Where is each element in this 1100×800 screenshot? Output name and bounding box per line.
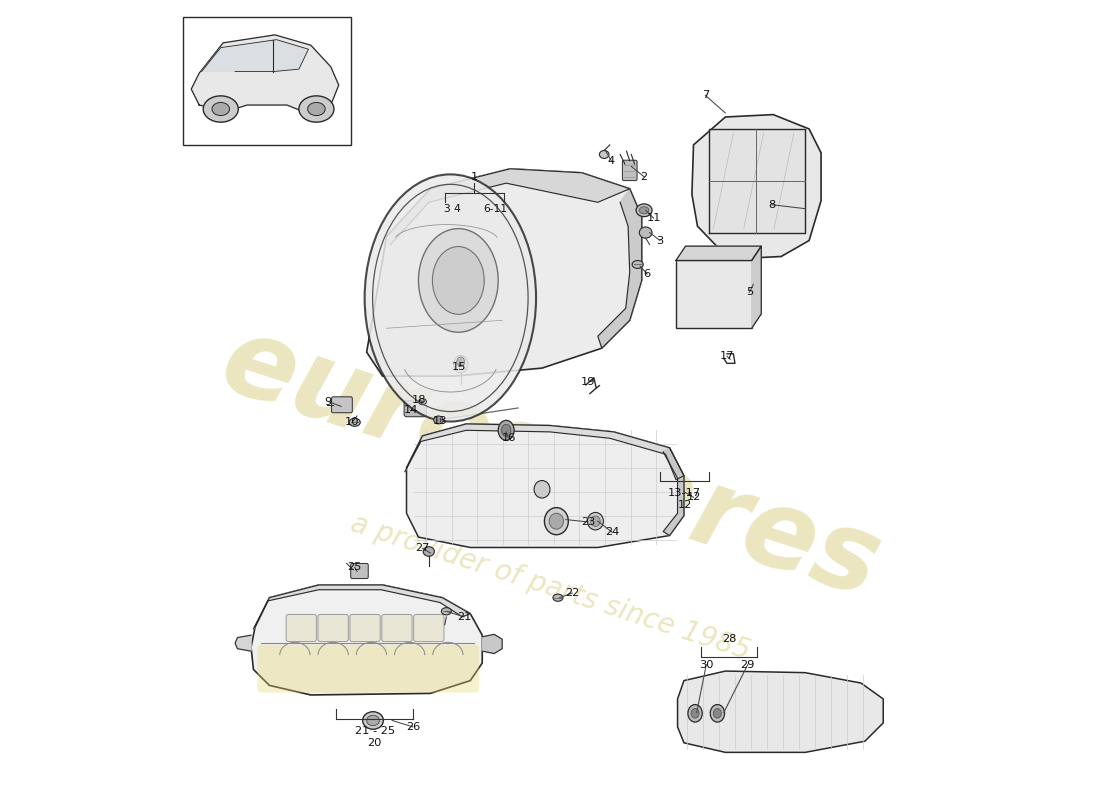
Ellipse shape <box>553 594 563 602</box>
Ellipse shape <box>418 398 427 405</box>
Ellipse shape <box>366 715 379 726</box>
Ellipse shape <box>549 514 563 529</box>
Ellipse shape <box>441 608 451 615</box>
FancyBboxPatch shape <box>331 397 352 413</box>
Polygon shape <box>407 424 684 547</box>
Ellipse shape <box>639 227 652 238</box>
Ellipse shape <box>688 705 702 722</box>
Ellipse shape <box>535 481 550 498</box>
Text: 24: 24 <box>605 527 619 538</box>
Text: 12: 12 <box>678 500 692 510</box>
Text: a provider of parts since 1985: a provider of parts since 1985 <box>346 510 754 666</box>
Text: 19: 19 <box>581 378 595 387</box>
Text: eurospares: eurospares <box>208 307 892 620</box>
Text: 26: 26 <box>406 722 420 732</box>
Ellipse shape <box>299 96 334 122</box>
Polygon shape <box>366 169 641 376</box>
Text: 13-17: 13-17 <box>668 488 702 498</box>
Ellipse shape <box>432 246 484 314</box>
Text: 12: 12 <box>686 492 701 502</box>
Text: 7: 7 <box>702 90 710 101</box>
Text: 13: 13 <box>432 416 448 426</box>
Text: 23: 23 <box>581 517 595 527</box>
Polygon shape <box>597 189 641 348</box>
Text: 4: 4 <box>608 156 615 166</box>
Polygon shape <box>751 246 761 328</box>
Text: 2: 2 <box>640 172 648 182</box>
Polygon shape <box>201 40 308 71</box>
Ellipse shape <box>591 516 601 526</box>
Polygon shape <box>663 448 684 535</box>
Text: 3 4: 3 4 <box>444 204 461 214</box>
Text: 28: 28 <box>723 634 737 644</box>
Ellipse shape <box>632 261 644 269</box>
Ellipse shape <box>308 102 326 115</box>
Polygon shape <box>386 169 629 245</box>
Text: 14: 14 <box>404 405 418 414</box>
Polygon shape <box>253 585 471 629</box>
Text: 3: 3 <box>657 235 663 246</box>
Ellipse shape <box>349 418 361 426</box>
Ellipse shape <box>639 206 649 214</box>
FancyBboxPatch shape <box>382 614 412 642</box>
Polygon shape <box>251 585 482 695</box>
Ellipse shape <box>204 96 239 122</box>
Text: 22: 22 <box>565 588 580 598</box>
Text: 21 - 25: 21 - 25 <box>354 726 395 736</box>
Ellipse shape <box>600 150 609 158</box>
Polygon shape <box>692 114 821 258</box>
Text: 10: 10 <box>345 418 360 427</box>
FancyBboxPatch shape <box>318 614 349 642</box>
Ellipse shape <box>456 357 464 366</box>
Bar <box>184 18 351 145</box>
FancyBboxPatch shape <box>257 645 478 693</box>
FancyBboxPatch shape <box>676 261 751 328</box>
Polygon shape <box>405 424 684 480</box>
Text: 18: 18 <box>412 395 427 405</box>
FancyBboxPatch shape <box>286 614 317 642</box>
Ellipse shape <box>502 424 510 436</box>
Text: 6-11: 6-11 <box>484 204 508 214</box>
Text: 30: 30 <box>698 660 714 670</box>
Polygon shape <box>678 671 883 752</box>
Polygon shape <box>676 246 761 261</box>
Ellipse shape <box>418 229 498 332</box>
FancyBboxPatch shape <box>623 160 637 181</box>
Text: 17: 17 <box>719 351 734 361</box>
Text: 20: 20 <box>367 738 382 748</box>
Ellipse shape <box>587 513 604 530</box>
Text: 11: 11 <box>647 214 661 223</box>
Ellipse shape <box>453 355 468 373</box>
Text: 27: 27 <box>416 543 430 554</box>
Text: 29: 29 <box>740 660 755 670</box>
Ellipse shape <box>424 546 434 556</box>
Ellipse shape <box>363 712 384 730</box>
Ellipse shape <box>498 420 514 440</box>
Polygon shape <box>191 35 339 111</box>
Text: 15: 15 <box>452 362 466 371</box>
Ellipse shape <box>544 508 569 534</box>
Polygon shape <box>235 635 251 651</box>
Polygon shape <box>710 129 805 233</box>
Ellipse shape <box>711 705 725 722</box>
Polygon shape <box>482 634 503 654</box>
Text: 1: 1 <box>471 172 477 182</box>
FancyBboxPatch shape <box>351 563 369 578</box>
Ellipse shape <box>433 416 443 424</box>
Ellipse shape <box>636 204 652 217</box>
Text: 9: 9 <box>324 397 332 406</box>
Ellipse shape <box>364 174 536 422</box>
Text: 5: 5 <box>746 287 752 298</box>
Text: 6: 6 <box>644 269 651 279</box>
FancyBboxPatch shape <box>350 614 381 642</box>
Ellipse shape <box>212 102 230 115</box>
FancyBboxPatch shape <box>414 614 444 642</box>
Ellipse shape <box>714 709 722 718</box>
Text: 8: 8 <box>768 200 776 210</box>
Text: 21: 21 <box>456 612 471 622</box>
Text: 16: 16 <box>502 434 516 443</box>
Ellipse shape <box>691 709 700 718</box>
FancyBboxPatch shape <box>404 401 427 417</box>
Text: 25: 25 <box>348 562 362 573</box>
